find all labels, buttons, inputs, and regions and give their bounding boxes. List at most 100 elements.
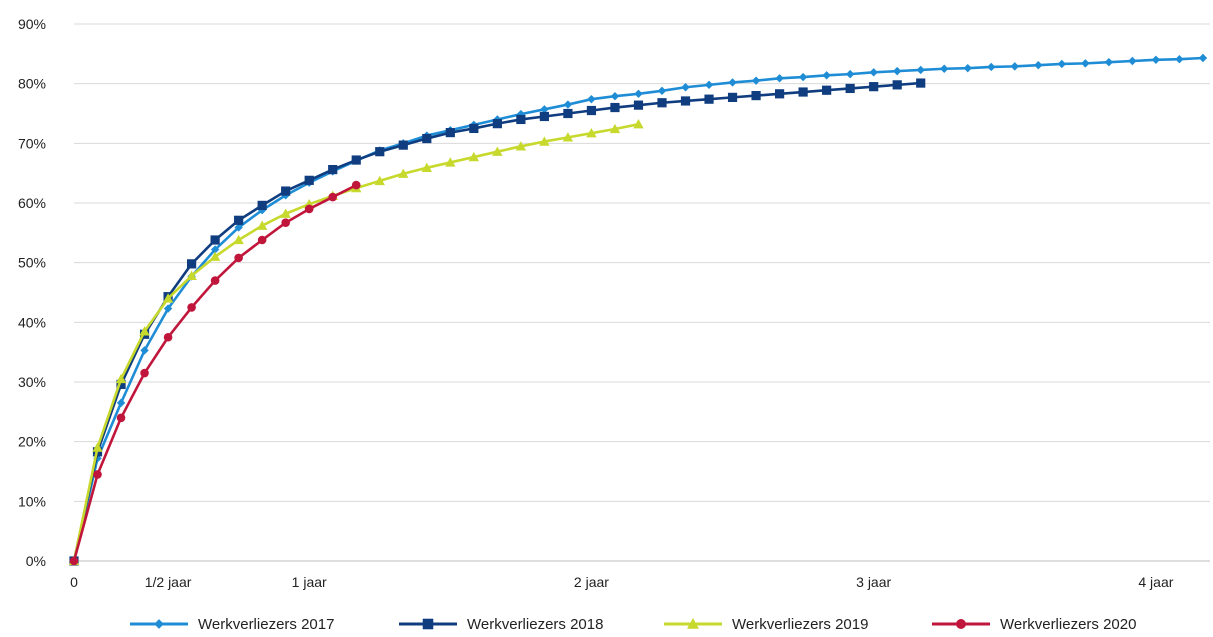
data-point xyxy=(1057,59,1067,69)
data-point xyxy=(657,98,667,108)
data-point xyxy=(822,85,832,95)
data-point xyxy=(186,259,197,269)
data-point xyxy=(209,251,221,261)
data-point xyxy=(115,373,127,384)
legend-item: Werkverliezers 2019 xyxy=(664,616,868,633)
legend-swatch-marker xyxy=(154,619,164,629)
data-point xyxy=(963,63,972,73)
legend-item: Werkverliezers 2018 xyxy=(399,616,603,633)
data-point xyxy=(210,276,220,285)
data-point xyxy=(1034,60,1043,70)
data-point xyxy=(610,91,620,101)
legend: Werkverliezers 2017 Werkverliezers 2018 We… xyxy=(130,616,1136,633)
data-point xyxy=(257,200,267,210)
data-point xyxy=(586,127,597,138)
data-point xyxy=(398,140,408,150)
data-point xyxy=(892,80,902,90)
data-point xyxy=(633,119,644,129)
x-tick-label: 2 jaar xyxy=(574,574,609,590)
data-point xyxy=(1128,56,1137,66)
y-tick-label: 50% xyxy=(18,255,46,271)
data-point xyxy=(1081,59,1090,68)
data-point xyxy=(92,442,103,452)
data-point xyxy=(1104,57,1114,67)
legend-item: Werkverliezers 2017 xyxy=(130,616,334,633)
data-point xyxy=(515,141,527,151)
data-point xyxy=(140,368,149,378)
data-point xyxy=(445,127,455,138)
data-point xyxy=(798,87,808,97)
data-point xyxy=(233,234,244,245)
data-point xyxy=(610,102,620,113)
data-point xyxy=(351,180,361,190)
data-point xyxy=(162,293,174,303)
y-tick-label: 90% xyxy=(18,16,46,32)
data-point xyxy=(869,68,878,77)
data-point xyxy=(680,96,691,106)
data-point xyxy=(210,235,220,245)
data-point xyxy=(563,108,573,119)
data-point xyxy=(256,220,268,230)
x-tick-label: 4 jaar xyxy=(1138,574,1173,590)
y-tick-label: 10% xyxy=(18,493,46,509)
data-point xyxy=(563,100,573,109)
data-point xyxy=(845,69,855,79)
data-point xyxy=(1151,55,1161,64)
data-point xyxy=(633,100,644,110)
data-point xyxy=(586,105,597,116)
data-point xyxy=(116,413,126,423)
data-point xyxy=(657,86,667,96)
x-tick-label: 0 xyxy=(70,574,78,590)
data-point xyxy=(163,304,173,313)
data-point xyxy=(422,133,432,144)
data-point xyxy=(281,186,291,196)
data-point xyxy=(234,215,244,225)
data-point xyxy=(398,168,409,178)
data-point xyxy=(351,155,361,165)
y-axis-tick-labels: 0% 10% 20% 30% 40% 50% 60% 70% 80% 90% xyxy=(18,16,46,569)
data-point xyxy=(704,94,714,104)
legend-label: Werkverliezers 2017 xyxy=(198,616,334,633)
legend-label: Werkverliezers 2020 xyxy=(1000,616,1136,633)
data-point xyxy=(140,346,149,355)
data-point xyxy=(774,89,785,99)
y-tick-label: 0% xyxy=(26,553,46,569)
data-point xyxy=(468,151,480,162)
data-point xyxy=(1175,55,1184,64)
data-point xyxy=(1010,62,1019,71)
data-point xyxy=(634,89,643,99)
data-point xyxy=(869,82,879,92)
data-point xyxy=(234,223,243,232)
legend-label: Werkverliezers 2018 xyxy=(467,616,603,633)
data-point xyxy=(492,119,502,129)
data-point xyxy=(257,235,267,245)
legend-label: Werkverliezers 2019 xyxy=(732,616,868,633)
data-point xyxy=(587,94,596,104)
data-point xyxy=(93,470,102,479)
data-point xyxy=(539,111,549,122)
data-point xyxy=(186,270,197,280)
data-point xyxy=(375,147,385,157)
data-point xyxy=(234,253,243,263)
data-point xyxy=(328,192,338,202)
y-tick-label: 70% xyxy=(18,135,46,151)
data-point xyxy=(116,379,126,389)
x-tick-label: 1/2 jaar xyxy=(145,574,192,590)
data-point xyxy=(751,76,761,85)
data-point xyxy=(374,175,385,186)
data-point xyxy=(751,91,761,101)
series-4 xyxy=(69,180,361,566)
legend-swatch-marker xyxy=(956,619,966,629)
series-line xyxy=(72,56,1204,562)
data-point xyxy=(916,65,925,75)
data-point xyxy=(987,62,996,72)
data-point xyxy=(845,83,855,94)
data-point xyxy=(516,114,526,125)
series-1 xyxy=(69,53,1208,566)
data-point xyxy=(280,208,291,218)
y-tick-label: 30% xyxy=(18,374,46,390)
data-point xyxy=(775,74,784,83)
data-point xyxy=(328,164,338,175)
series-2 xyxy=(69,78,926,566)
